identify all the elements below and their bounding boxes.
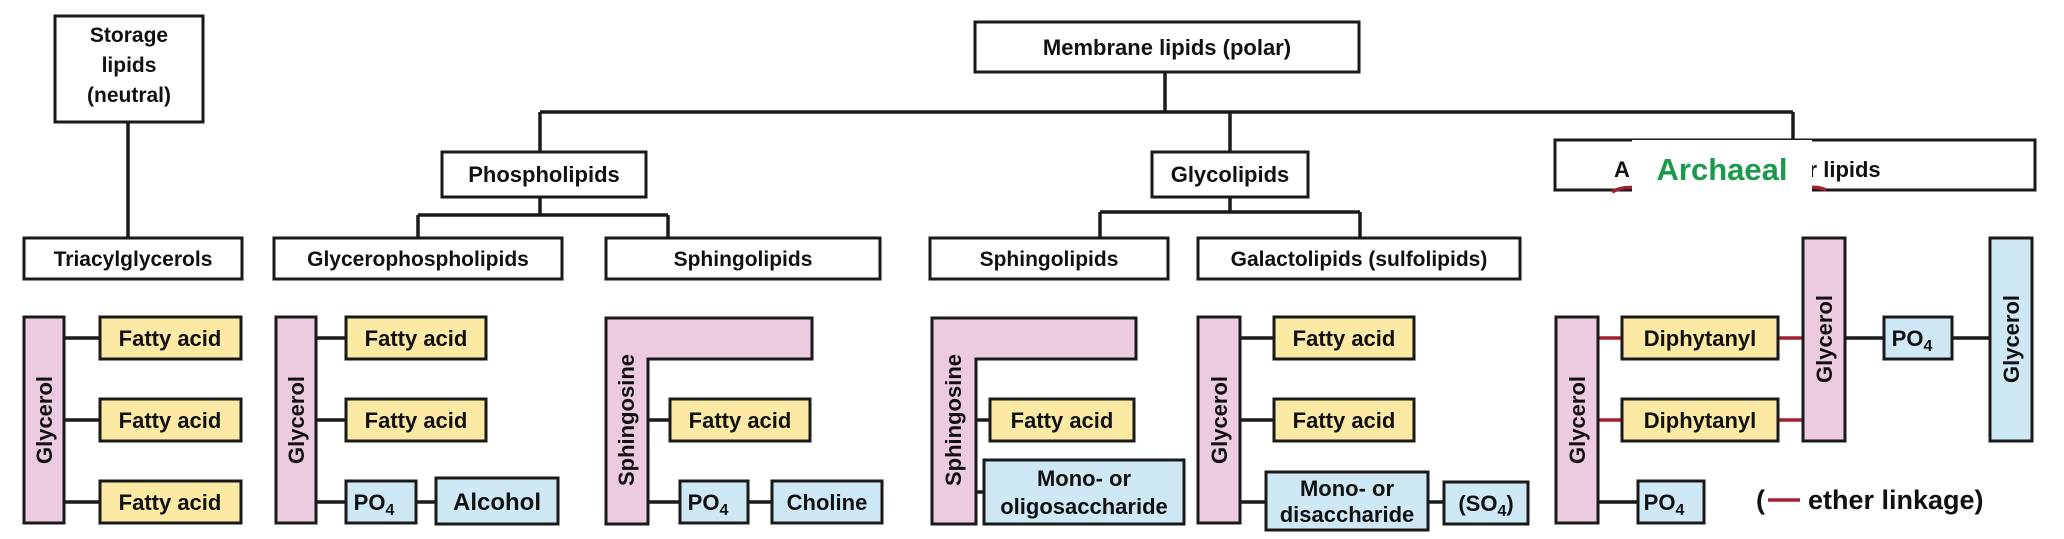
phospholipids-label: Phospholipids (468, 162, 620, 187)
po4-label: PO4 (1644, 490, 1685, 519)
so4-box (1442, 480, 1530, 526)
sphingosine-label: Sphingosine (941, 354, 966, 486)
archaeal-label-partial: A (1614, 157, 1630, 182)
fatty-acid-label: Fatty acid (119, 490, 222, 515)
glycerol-block-upper (1801, 236, 1847, 443)
legend-open-paren: ( (1756, 485, 1765, 515)
triacylglycerols-box: Triacylglycerols (22, 236, 244, 281)
storage-lipids-line-1: Storage (90, 24, 168, 47)
diphytanyl-label: Diphytanyl (1644, 408, 1756, 433)
storage-lipids-line-3: (neutral) (87, 84, 171, 107)
ether-linkage-legend: ( ether linkage) (1756, 485, 1984, 515)
glycerol-label: Glycerol (1565, 376, 1590, 464)
choline-label: Choline (787, 490, 868, 515)
fatty-acid-label: Fatty acid (689, 408, 792, 433)
glycerol-block (274, 315, 318, 525)
glycerol-block (22, 315, 66, 525)
connector-lines (62, 72, 1990, 504)
po4-box (1636, 479, 1706, 525)
alcohol-box (434, 476, 560, 526)
sphingosine-block (604, 316, 814, 526)
fatty-acid-label: Fatty acid (119, 408, 222, 433)
glycerol-label: Glycerol (1999, 295, 2024, 383)
glycerol-label: Glycerol (32, 376, 57, 464)
fatty-acid-label: Fatty acid (365, 326, 468, 351)
glycerol-block (1554, 315, 1600, 525)
sphingolipids-glyco-label: Sphingolipids (980, 248, 1119, 271)
diphytanyl-box (1620, 315, 1780, 361)
po4-box (1882, 315, 1954, 361)
archaeal-overlay-label: Archaeal (1657, 152, 1788, 187)
mono-oligosaccharide-line-1: Mono- or (1037, 466, 1132, 491)
po4-label: PO4 (1892, 326, 1933, 355)
galactolipids-box: Galactolipids (sulfolipids) (1196, 236, 1522, 281)
po4-box (678, 479, 750, 525)
fatty-acid-label: Fatty acid (1293, 408, 1396, 433)
glycerophospholipids-box: Glycerophospholipids (272, 236, 564, 281)
glycerophospholipids-label: Glycerophospholipids (307, 248, 529, 271)
po4-label: PO4 (354, 490, 395, 519)
fatty-acid-label: Fatty acid (1293, 326, 1396, 351)
sphingosine-label: Sphingosine (614, 354, 639, 486)
legend-text: ether linkage) (1808, 485, 1984, 515)
glycerol-block-right (1988, 236, 2034, 443)
galactolipid-structure: Glycerol Fatty acid Fatty acid Mono- or … (1196, 315, 1530, 532)
triacylglycerol-structure: Glycerol Fatty acid Fatty acid Fatty aci… (22, 315, 243, 525)
storage-lipids-line-2: lipids (102, 54, 157, 77)
sphingosine-block (930, 316, 1138, 526)
glycolipids-box: Glycolipids (1150, 150, 1310, 199)
alcohol-label: Alcohol (453, 489, 541, 516)
sphingolipids-phospho-box: Sphingolipids (604, 236, 882, 281)
so4-label: (SO4) (1458, 491, 1513, 520)
sphingolipids-glyco-box: Sphingolipids (928, 236, 1170, 281)
galactolipids-label: Galactolipids (sulfolipids) (1231, 248, 1488, 271)
triacylglycerols-label: Triacylglycerols (54, 248, 213, 271)
po4-label: PO4 (688, 490, 729, 519)
fatty-acid-label: Fatty acid (1011, 408, 1114, 433)
glycerol-label: Glycerol (284, 376, 309, 464)
fatty-acid-label: Fatty acid (365, 408, 468, 433)
glycolipids-label: Glycolipids (1171, 162, 1290, 187)
glycerophospholipid-structure: Glycerol Fatty acid Fatty acid PO4 Alcoh… (274, 315, 560, 526)
glycerol-label: Glycerol (1207, 376, 1232, 464)
mono-oligosaccharide-line-2: oligosaccharide (1000, 494, 1168, 519)
mono-disaccharide-line-1: Mono- or (1300, 476, 1395, 501)
membrane-lipids-box: Membrane lipids (polar) (973, 20, 1361, 74)
archaeal-overlay-patch (1632, 140, 1812, 192)
mono-oligosaccharide-box (982, 458, 1186, 526)
phospholipids-box: Phospholipids (440, 150, 648, 199)
membrane-lipids-label: Membrane lipids (polar) (1043, 35, 1291, 60)
archaeal-ether-lipid-structure: Glycerol Diphytanyl Diphytanyl PO4 Glyce… (1554, 236, 2034, 525)
mono-disaccharide-line-2: disaccharide (1280, 502, 1415, 527)
sphingolipids-phospho-label: Sphingolipids (674, 248, 813, 271)
glycosphingolipid-structure: Sphingosine Fatty acid Mono- or oligosac… (930, 316, 1186, 526)
diphytanyl-label: Diphytanyl (1644, 326, 1756, 351)
diphytanyl-box (1620, 397, 1780, 443)
po4-box (344, 479, 418, 525)
fatty-acid-label: Fatty acid (119, 326, 222, 351)
sphingomyelin-structure: Sphingosine Fatty acid PO4 Choline (604, 316, 884, 526)
glycerol-label: Glycerol (1812, 295, 1837, 383)
mono-disaccharide-box (1264, 470, 1430, 532)
choline-box (770, 479, 884, 525)
storage-lipids-box: Storage lipids (neutral) (53, 14, 205, 124)
archaeal-ether-lipids-box: A ether lipids Archaeal (1553, 138, 2037, 194)
glycerol-block (1196, 315, 1242, 525)
